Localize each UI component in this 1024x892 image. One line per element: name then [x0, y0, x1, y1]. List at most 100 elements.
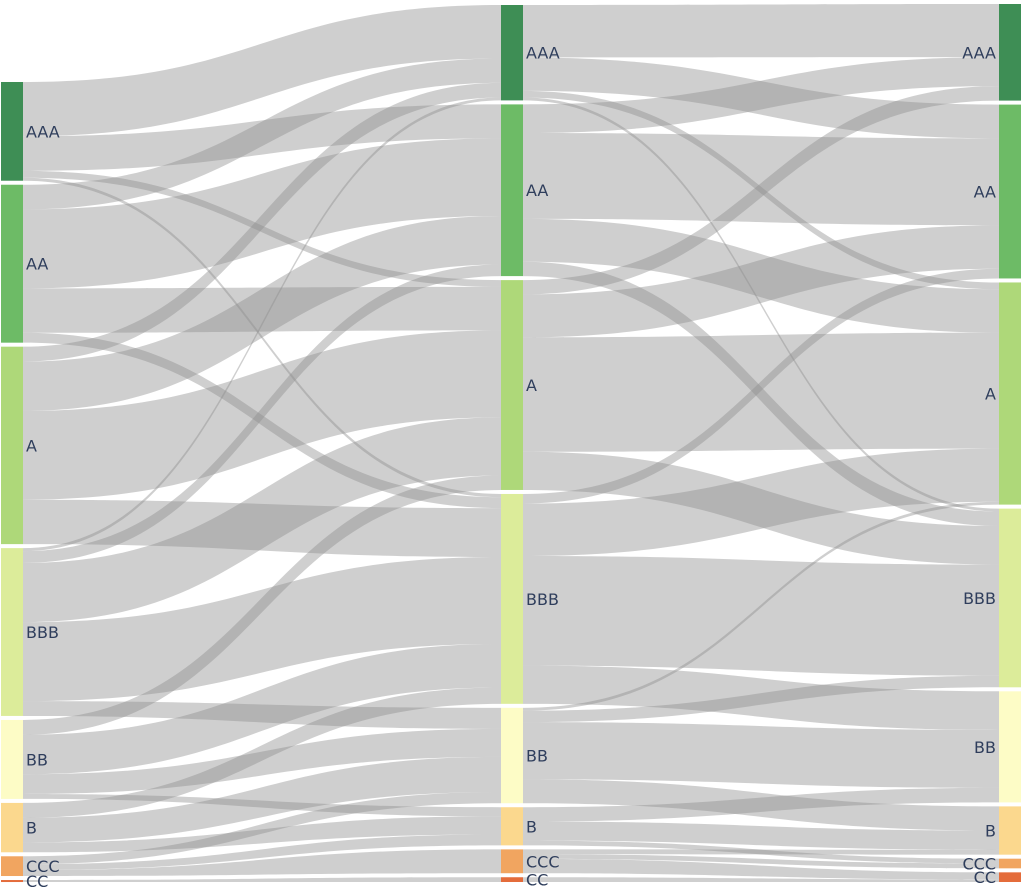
node-2-bbb	[999, 508, 1021, 688]
node-label-2-aa: AA	[974, 183, 996, 202]
node-2-ccc	[999, 858, 1021, 869]
node-2-bb	[999, 691, 1021, 803]
node-0-ccc	[1, 856, 23, 877]
flow-0-1-3	[23, 332, 501, 509]
node-label-0-a: A	[26, 436, 37, 455]
flow-0-0-0	[23, 5, 501, 137]
node-label-1-bbb: BBB	[526, 590, 559, 609]
node-2-cc	[999, 872, 1021, 882]
node-label-1-a: A	[526, 376, 537, 395]
flow-0-6-6	[23, 849, 501, 877]
flow-1-4-5	[523, 779, 999, 831]
flow-0-1-1	[23, 138, 501, 289]
node-0-bbb	[1, 548, 23, 716]
node-label-0-aaa: AAA	[26, 122, 60, 141]
flow-0-3-0	[23, 97, 501, 552]
flow-1-3-1	[523, 268, 999, 504]
node-1-ccc	[501, 849, 523, 874]
node-0-aaa	[1, 82, 23, 181]
flow-0-1-0	[23, 58, 501, 210]
node-label-0-bbb: BBB	[26, 623, 59, 642]
node-label-2-a: A	[985, 385, 996, 404]
flow-0-2-1	[23, 215, 501, 411]
node-label-1-b: B	[526, 817, 537, 836]
flow-1-0-3	[523, 97, 999, 512]
node-0-aa	[1, 184, 23, 343]
node-0-cc	[1, 880, 23, 883]
flow-1-0-2	[523, 90, 999, 290]
node-label-0-ccc: CCC	[26, 857, 60, 876]
node-label-1-aa: AA	[526, 181, 548, 200]
flow-1-0-0	[523, 4, 999, 58]
node-1-bb	[501, 707, 523, 804]
flow-1-7-7	[523, 877, 999, 882]
flow-1-2-3	[523, 451, 999, 565]
sankey-links	[23, 4, 999, 883]
flow-0-2-0	[23, 82, 501, 362]
flow-1-2-2	[523, 332, 999, 452]
flow-0-3-2	[23, 417, 501, 623]
flow-0-5-5	[23, 816, 501, 853]
node-1-cc	[501, 877, 523, 882]
flow-0-3-1	[23, 264, 501, 563]
node-2-aa	[999, 104, 1021, 279]
flow-0-2-3	[23, 499, 501, 558]
node-1-a	[501, 280, 523, 490]
node-label-1-ccc: CCC	[526, 852, 560, 871]
flow-1-1-3	[523, 261, 999, 526]
flow-1-1-2	[523, 218, 999, 333]
node-label-1-cc: CC	[526, 871, 548, 890]
flow-1-4-2	[523, 501, 999, 711]
node-label-2-cc: CC	[974, 868, 996, 887]
flow-1-1-1	[523, 133, 999, 226]
node-label-1-bb: BB	[526, 747, 548, 766]
flow-1-6-6	[523, 854, 999, 869]
node-0-a	[1, 346, 23, 545]
node-label-1-aaa: AAA	[526, 44, 560, 63]
node-label-2-bbb: BBB	[963, 589, 996, 608]
node-label-2-ccc: CCC	[962, 855, 996, 874]
flow-0-2-2	[23, 330, 501, 500]
flow-1-5-5	[523, 821, 999, 850]
flow-0-6-5	[23, 834, 501, 871]
flow-0-4-4	[23, 728, 501, 794]
flow-1-2-0	[523, 86, 999, 295]
node-label-0-cc: CC	[26, 872, 48, 891]
flow-1-4-3	[523, 675, 999, 723]
flow-1-5-6	[523, 840, 999, 864]
node-0-b	[1, 802, 23, 853]
flow-1-1-0	[523, 57, 999, 134]
node-1-aa	[501, 104, 523, 277]
flow-0-7-7	[23, 877, 501, 883]
flow-1-6-7	[523, 858, 999, 880]
flow-0-4-3	[23, 644, 501, 775]
node-2-b	[999, 806, 1021, 855]
flow-0-5-3	[23, 687, 501, 818]
flow-0-0-3	[23, 177, 501, 498]
node-2-aaa	[999, 4, 1021, 101]
flow-1-3-4	[523, 665, 999, 730]
flow-0-6-4	[23, 792, 501, 865]
node-1-aaa	[501, 5, 523, 101]
flow-0-1-2	[23, 286, 501, 333]
node-2-a	[999, 282, 1021, 505]
flow-1-6-5	[523, 849, 999, 855]
flow-0-5-4	[23, 756, 501, 843]
flow-1-4-4	[523, 722, 999, 788]
flow-1-2-1	[523, 225, 999, 338]
flow-1-3-2	[523, 448, 999, 556]
node-label-2-b: B	[985, 822, 996, 841]
node-label-2-aaa: AAA	[962, 43, 996, 62]
flow-0-4-2	[23, 475, 501, 735]
flow-1-3-3	[523, 555, 999, 676]
node-0-bb	[1, 719, 23, 799]
node-label-0-b: B	[26, 819, 37, 838]
flow-1-5-4	[523, 787, 999, 822]
flow-0-3-4	[23, 701, 501, 729]
flow-1-0-1	[523, 57, 999, 139]
flow-0-0-2	[23, 170, 501, 287]
sankey-labels: AAAAAABBBBBBCCCCCAAAAAABBBBBBCCCCCAAAAAA…	[26, 43, 996, 891]
sankey-nodes	[1, 4, 1021, 883]
flow-0-4-5	[23, 793, 501, 817]
